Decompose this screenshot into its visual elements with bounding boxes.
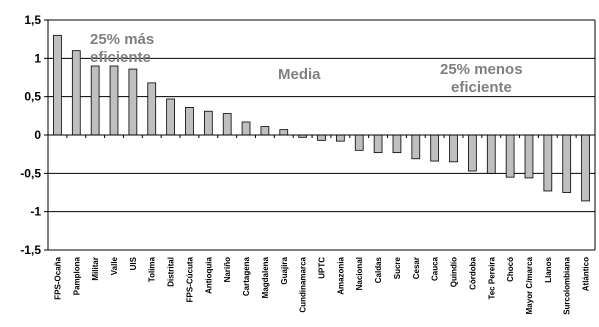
x-tick-label: Córdoba: [468, 256, 477, 289]
x-tick-label: Guajira: [280, 256, 289, 284]
x-tick-label: Tolima: [148, 256, 157, 282]
y-tick-label: 1,5: [24, 13, 41, 27]
bar: [373, 134, 383, 154]
y-axis-ticks: 1,5 1 0,5 0 -0,5 -1 -1,5: [20, 13, 48, 257]
x-tick-label: Surcolombiana: [563, 256, 572, 314]
bar: [449, 134, 458, 163]
bar: [260, 126, 270, 136]
x-tick-label: Amazonia: [336, 256, 345, 294]
bar: [71, 50, 81, 136]
x-tick-label: Llanos: [544, 256, 553, 282]
bar: [468, 134, 477, 172]
bar: [53, 34, 62, 136]
x-tick-label: Sucre: [393, 256, 402, 279]
x-tick-label: Nariño: [223, 257, 232, 282]
x-tick-label: Atlántico: [582, 257, 591, 291]
y-tick-label: 1: [34, 51, 41, 65]
x-tick-label: Militar: [91, 257, 100, 281]
x-tick-label: UIS: [129, 256, 138, 270]
bar: [411, 134, 421, 160]
bar: [505, 134, 515, 178]
bar: [109, 65, 119, 136]
bar: [524, 134, 534, 179]
bar: [203, 110, 213, 136]
x-tick-label: Cauca: [431, 256, 440, 281]
x-tick-label: Pamplona: [72, 256, 81, 295]
annotation-media: Media: [278, 66, 321, 83]
x-tick-label: UPTC: [318, 257, 327, 279]
bar: [317, 134, 326, 141]
x-tick-label: Tec Pereira: [487, 256, 496, 299]
bar: [430, 134, 440, 162]
bar: [392, 134, 402, 154]
bar: [185, 107, 194, 136]
x-tick-label: Magdalena: [261, 256, 270, 298]
bar: [562, 134, 572, 193]
annotation-bottom-quartile-line1: 25% menos eficiente: [440, 61, 523, 96]
bar: [147, 82, 157, 136]
y-tick-label: 0: [34, 128, 41, 142]
x-tick-label: Caldas: [374, 256, 383, 283]
bar: [241, 121, 251, 136]
y-tick-label: 0,5: [24, 90, 41, 104]
bar: [222, 113, 232, 136]
x-tick-label: Valle: [110, 256, 119, 275]
x-tick-label: Cundinamarca: [299, 256, 308, 312]
bar: [90, 65, 100, 136]
x-tick-label: FPS-Ocaña: [53, 256, 62, 299]
x-tick-label: Antioquia: [204, 256, 213, 293]
bar: [486, 134, 496, 174]
bar: [128, 68, 138, 136]
x-tick-label: Cesar: [412, 257, 421, 279]
annotation-top-quartile-line1: 25% más eficiente: [90, 31, 154, 66]
bar: [166, 98, 175, 136]
bar: [335, 134, 345, 142]
y-tick-label: -0,5: [20, 166, 41, 180]
bar: [279, 129, 289, 136]
x-tick-label: Mayor C/marca: [525, 256, 534, 314]
bar: [543, 134, 553, 192]
x-tick-label: Chocó: [506, 257, 515, 282]
y-tick-label: -1: [30, 205, 41, 219]
x-tick-label: FPS-Cúcuta: [185, 256, 194, 302]
y-tick-label: -1,5: [20, 243, 41, 257]
x-tick-label: Quindío: [450, 257, 459, 287]
x-tick-label: Nacional: [355, 257, 364, 290]
x-axis-ticks: FPS-Ocaña Pamplona Militar Valle UIS Tolima Di…: [47, 135, 596, 315]
x-tick-label: Distrital: [167, 257, 176, 287]
x-tick-label: Cartagena: [242, 256, 251, 296]
bar: [581, 134, 590, 202]
bar: [354, 134, 364, 151]
